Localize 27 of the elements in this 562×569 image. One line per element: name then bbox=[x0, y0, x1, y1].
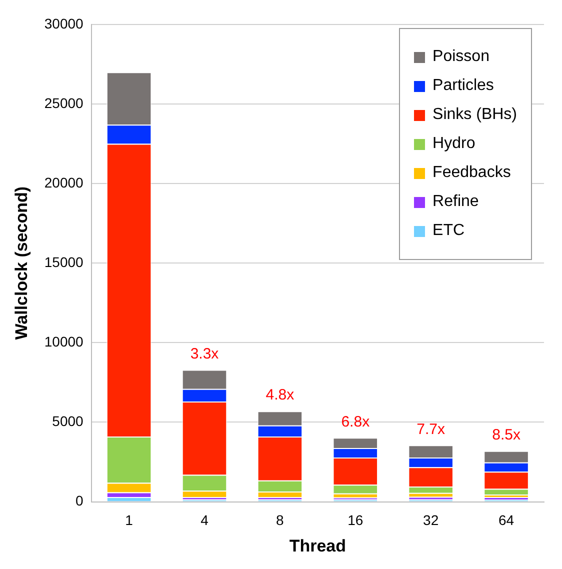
legend-label: Refine bbox=[432, 193, 479, 211]
legend-label: Hydro bbox=[432, 135, 476, 153]
annotation: 3.3x bbox=[190, 345, 220, 362]
y-tick-label: 0 bbox=[76, 492, 84, 509]
legend-label: Sinks (BHs) bbox=[432, 106, 517, 124]
annotation: 8.5x bbox=[492, 426, 521, 444]
x-tick-label: 1 bbox=[125, 512, 134, 528]
y-tick-label: 10000 bbox=[44, 334, 84, 350]
x-tick-label: 16 bbox=[348, 512, 364, 528]
x-tick-label: 4 bbox=[200, 512, 209, 528]
y-tick-label: 20000 bbox=[44, 174, 84, 190]
annotation: 4.8x bbox=[266, 386, 295, 404]
x-tick-label: 32 bbox=[423, 512, 439, 528]
annotation: 7.7x bbox=[416, 420, 446, 438]
legend-label: Feedbacks bbox=[432, 164, 511, 182]
x-tick-label: 8 bbox=[276, 512, 284, 528]
y-tick-label: 5000 bbox=[52, 413, 84, 430]
y-axis-title: Wallclock (second) bbox=[12, 186, 31, 340]
legend-label: ETC bbox=[432, 222, 465, 240]
x-tick-label: 64 bbox=[498, 512, 514, 528]
y-tick-label: 15000 bbox=[44, 254, 84, 270]
y-tick-label: 25000 bbox=[44, 94, 84, 111]
y-tick-label: 30000 bbox=[44, 15, 84, 32]
legend-label: Poisson bbox=[432, 48, 490, 66]
x-axis-title: Thread bbox=[289, 536, 346, 556]
annotation: 6.8x bbox=[341, 413, 370, 430]
legend-label: Particles bbox=[432, 77, 494, 95]
